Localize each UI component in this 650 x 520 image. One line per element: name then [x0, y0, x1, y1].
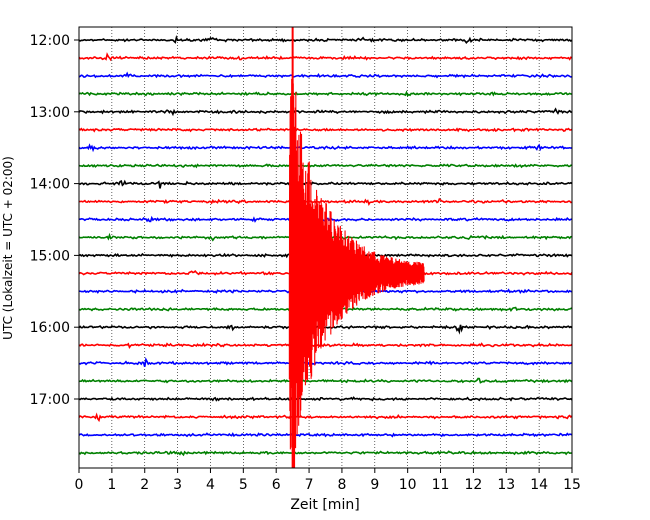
x-tick-label-12: 12	[464, 477, 482, 493]
trace-8	[78, 179, 573, 189]
x-tick-label-2: 2	[140, 477, 149, 493]
y-tick-label-15:00: 15:00	[30, 248, 70, 264]
trace-19	[78, 377, 573, 384]
y-tick-label-13:00: 13:00	[30, 105, 70, 121]
x-tick-label-9: 9	[370, 477, 379, 493]
trace-20	[78, 396, 573, 402]
trace-6	[78, 143, 573, 153]
y-tick-label-17:00: 17:00	[30, 392, 70, 408]
trace-2	[78, 71, 573, 79]
y-tick-label-12:00: 12:00	[30, 33, 70, 49]
y-tick-label-16:00: 16:00	[30, 320, 70, 336]
trace-22	[78, 432, 573, 438]
x-tick-label-6: 6	[272, 477, 281, 493]
x-axis-ticks: 0 1 2 3 4 5 6 7 8 9 10 11 12 13 14 15	[75, 468, 581, 493]
trace-18	[78, 356, 573, 367]
trace-3	[78, 90, 573, 97]
x-tick-label-3: 3	[173, 477, 182, 493]
x-tick-label-13: 13	[497, 477, 515, 493]
x-tick-label-15: 15	[563, 477, 581, 493]
plot-frame	[78, 26, 573, 469]
event-waveform	[288, 78, 425, 469]
trace-23	[78, 450, 573, 457]
y-axis-ticks: 12:00 13:00 14:00 15:00 16:00 17:00	[30, 33, 79, 408]
x-tick-label-14: 14	[530, 477, 548, 493]
trace-7	[78, 163, 573, 169]
trace-17	[78, 342, 573, 349]
y-tick-label-14:00: 14:00	[30, 177, 70, 193]
trace-21	[78, 412, 573, 423]
x-tick-label-11: 11	[432, 477, 450, 493]
trace-1	[78, 52, 573, 62]
x-tick-label-4: 4	[206, 477, 215, 493]
event-overlay	[288, 27, 425, 469]
trace-0	[78, 35, 573, 45]
trace-5	[78, 127, 573, 133]
trace-9	[78, 197, 573, 206]
trace-4	[78, 107, 573, 117]
x-tick-label-0: 0	[75, 477, 84, 493]
x-tick-label-10: 10	[399, 477, 417, 493]
x-tick-label-5: 5	[239, 477, 248, 493]
x-tick-label-1: 1	[107, 477, 116, 493]
x-axis-label: Zeit [min]	[290, 497, 359, 513]
x-tick-label-7: 7	[305, 477, 314, 493]
x-tick-label-8: 8	[337, 477, 346, 493]
y-axis-label: UTC (Lokalzeit = UTC + 02:00)	[1, 156, 15, 340]
